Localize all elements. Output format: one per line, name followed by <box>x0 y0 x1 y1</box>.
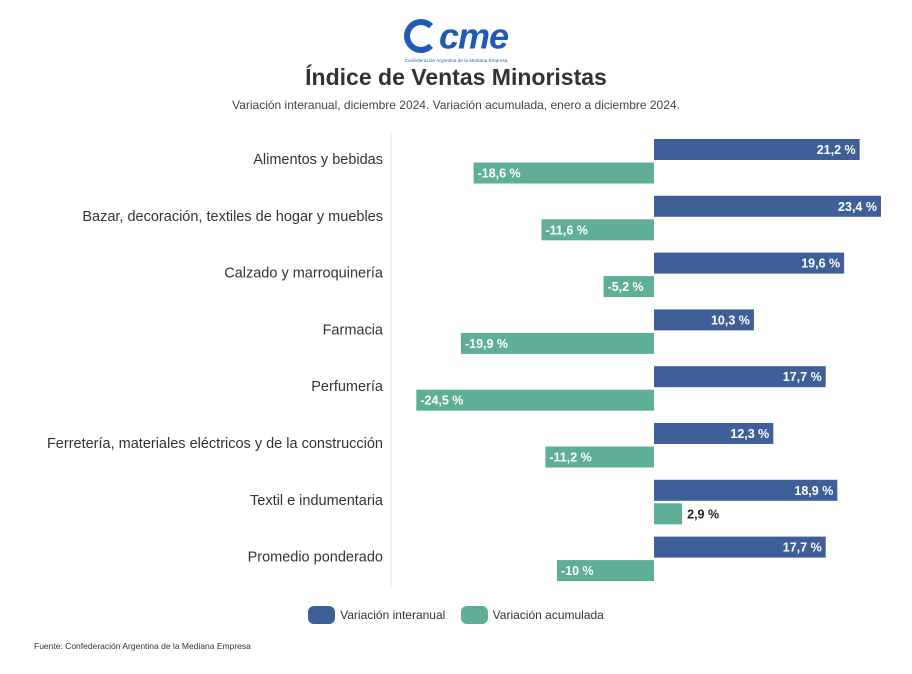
bar-interanual <box>654 309 754 331</box>
category-label: Ferretería, materiales eléctricos y de l… <box>47 436 383 452</box>
legend-item-acumulada: Variación acumulada <box>460 606 604 624</box>
bar-acumulada <box>541 219 654 241</box>
bar-acumulada <box>460 332 654 354</box>
source-note: Fuente: Confederación Argentina de la Me… <box>34 641 251 651</box>
value-label-interanual: 17,7 % <box>783 370 822 384</box>
legend-label-acumulada: Variación acumulada <box>492 608 604 622</box>
legend-label-interanual: Variación interanual <box>340 608 446 622</box>
value-label-interanual: 18,9 % <box>794 484 833 498</box>
bar-interanual <box>654 423 774 444</box>
bar-interanual <box>654 252 845 274</box>
bar-interanual <box>654 366 826 388</box>
value-label-interanual: 21,2 % <box>817 143 856 157</box>
bar-acumulada <box>557 560 654 582</box>
value-label-interanual: 17,7 % <box>783 541 822 555</box>
category-label: Perfumería <box>311 379 384 395</box>
value-label-acumulada: -10 % <box>561 564 594 578</box>
bar-acumulada <box>473 162 654 184</box>
legend-swatch-acumulada <box>460 606 488 624</box>
category-label: Textil e indumentaria <box>250 493 384 509</box>
chart-legend: Variación interanual Variación acumulada <box>0 606 912 627</box>
chart-title: Índice de Ventas Minoristas <box>305 64 607 90</box>
category-label: Farmacia <box>323 322 384 338</box>
value-label-interanual: 19,6 % <box>801 257 840 271</box>
value-label-acumulada: -19,9 % <box>465 337 508 351</box>
value-label-acumulada: 2,9 % <box>687 507 719 521</box>
logo-c-icon <box>403 19 438 54</box>
bar-acumulada <box>545 446 654 468</box>
logo-subtext: Confederación Argentina de la Mediana Em… <box>404 58 508 64</box>
value-label-interanual: 12,3 % <box>730 427 769 441</box>
category-label: Calzado y marroquinería <box>224 266 384 282</box>
value-label-interanual: 23,4 % <box>838 200 877 214</box>
value-label-acumulada: -5,2 % <box>608 280 644 294</box>
bar-acumulada <box>603 276 654 298</box>
bar-interanual <box>654 139 860 160</box>
chart-subtitle: Variación interanual, diciembre 2024. Va… <box>232 98 680 112</box>
came-logo: cme Confederación Argentina de la Median… <box>0 14 912 63</box>
bar-interanual <box>654 479 838 501</box>
category-label: Promedio ponderado <box>248 550 383 566</box>
category-label: Bazar, decoración, textiles de hogar y m… <box>82 209 383 225</box>
legend-item-interanual: Variación interanual <box>308 606 445 624</box>
bar-interanual <box>654 195 881 217</box>
logo-text: cme <box>438 15 509 57</box>
came-logo-mark: cme <box>403 14 509 57</box>
value-label-interanual: 10,3 % <box>711 313 750 327</box>
category-label: Alimentos y bebidas <box>253 152 383 168</box>
legend-swatch-interanual <box>308 606 336 624</box>
value-label-acumulada: -18,6 % <box>478 167 521 181</box>
value-label-acumulada: -11,2 % <box>549 451 591 465</box>
bar-interanual <box>654 536 826 558</box>
value-label-acumulada: -24,5 % <box>420 394 463 408</box>
bar-acumulada <box>416 389 654 411</box>
bar-acumulada <box>654 503 683 525</box>
value-label-acumulada: -11,6 % <box>545 223 587 237</box>
